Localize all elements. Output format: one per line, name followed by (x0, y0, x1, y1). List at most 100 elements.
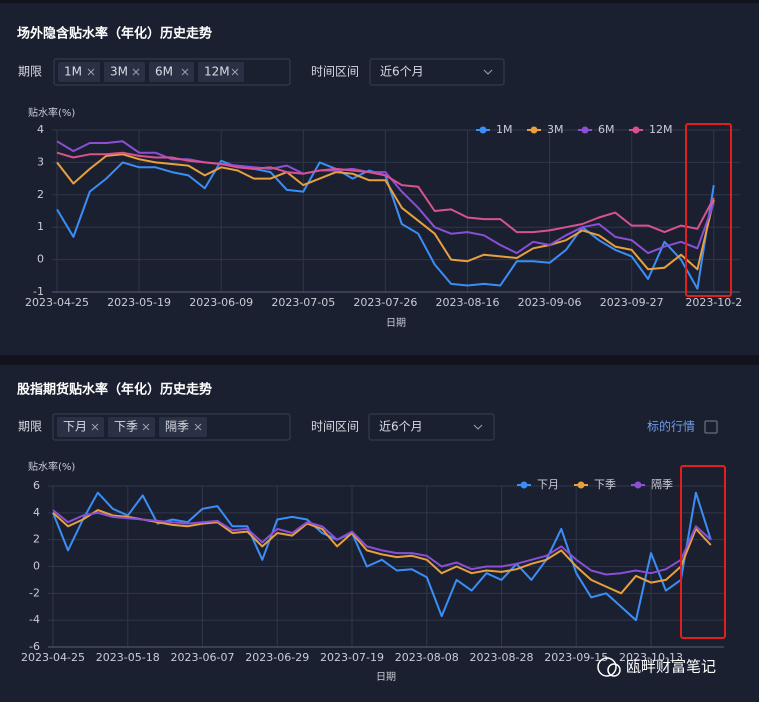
y-tick-label: 3 (37, 155, 44, 168)
highlight-box (685, 123, 732, 297)
x-tick-label: 2023-09-27 (600, 296, 664, 309)
x-tick-label: 2023-08-16 (436, 296, 500, 309)
checkbox[interactable] (704, 420, 718, 434)
y-axis-title: 贴水率(%) (28, 460, 75, 473)
legend-item[interactable]: 下月 (517, 478, 559, 491)
chart-title: 股指期货贴水率（年化）历史走势 (17, 382, 212, 398)
y-tick-label: 4 (37, 123, 44, 136)
watermark-icon (597, 657, 617, 677)
x-tick-label: 2023-08-08 (395, 651, 459, 664)
tag-label: 下季 (114, 420, 138, 434)
chart-title: 场外隐含贴水率（年化）历史走势 (17, 26, 212, 42)
y-tick-label: 0 (33, 560, 40, 573)
tag-label: 下月 (63, 420, 87, 434)
series-line (56, 153, 715, 271)
dropdown-arrow (483, 69, 493, 75)
tag[interactable]: 1M (58, 62, 100, 82)
watermark-icon (607, 663, 621, 677)
legend-marker (479, 126, 487, 134)
x-tick-label: 2023-09-06 (518, 296, 582, 309)
tag[interactable]: 隔季 (159, 417, 207, 437)
legend-item[interactable]: 12M (629, 123, 673, 136)
tag-remove[interactable] (142, 423, 150, 431)
range-select[interactable] (368, 413, 495, 441)
tag-box (58, 62, 100, 82)
y-tick-label: 2 (33, 533, 40, 546)
filter-label: 期限 (18, 65, 42, 79)
legend-label: 12M (649, 123, 673, 136)
legend-label: 6M (598, 123, 615, 136)
x-tick-label: 2023-06-07 (171, 651, 235, 664)
y-tick-label: 4 (33, 506, 40, 519)
x-tick-label: 2023-06-09 (189, 296, 253, 309)
legend-label: 1M (496, 123, 513, 136)
x-axis-title: 日期 (386, 317, 406, 329)
y-tick-label: 1 (37, 220, 44, 233)
legend-label: 下月 (537, 478, 559, 491)
tag-label: 3M (110, 65, 128, 79)
legend-marker (632, 126, 640, 134)
range-value: 近6个月 (380, 65, 424, 79)
y-tick-label: -6 (29, 640, 40, 653)
y-tick-label: 6 (33, 479, 40, 492)
tag-remove[interactable] (194, 423, 202, 431)
x-tick-label: 2023-09-15 (544, 651, 608, 664)
tag-label: 1M (64, 65, 82, 79)
tag[interactable]: 3M (104, 62, 145, 82)
series-line (52, 509, 712, 576)
filter-label: 期限 (18, 420, 42, 434)
tag-remove[interactable] (181, 68, 189, 76)
y-tick-label: 2 (37, 188, 44, 201)
tag-remove[interactable] (91, 423, 99, 431)
legend-marker (581, 126, 589, 134)
legend-label: 3M (547, 123, 564, 136)
y-tick-label: -2 (29, 586, 40, 599)
tag-label: 隔季 (165, 420, 189, 434)
tag[interactable]: 下月 (57, 417, 104, 437)
tag[interactable]: 12M (198, 62, 244, 82)
x-tick-label: 2023-05-18 (96, 651, 160, 664)
tag-box (159, 417, 207, 437)
tag[interactable]: 下季 (108, 417, 155, 437)
y-tick-label: 0 (37, 253, 44, 266)
filter-label: 时间区间 (311, 65, 359, 79)
x-tick-label: 2023-04-25 (25, 296, 89, 309)
x-tick-label: 2023-07-19 (320, 651, 384, 664)
legend-label: 隔季 (651, 478, 673, 491)
y-tick-label: -1 (33, 285, 44, 298)
tag-remove[interactable] (87, 68, 95, 76)
legend-marker (577, 481, 585, 489)
range-select[interactable] (369, 58, 505, 86)
x-tick-label: 2023-07-05 (271, 296, 335, 309)
legend-item[interactable]: 3M (527, 123, 564, 136)
tag-remove[interactable] (231, 68, 239, 76)
tag-box (57, 417, 104, 437)
series-line (56, 151, 715, 234)
x-tick-label: 2023-10-2 (685, 296, 742, 309)
x-axis-title: 日期 (376, 671, 396, 683)
x-tick-label: 2023-04-25 (21, 651, 85, 664)
tag-box (149, 62, 194, 82)
watermark: 瓯畔财富笔记 (597, 657, 716, 677)
range-value: 近6个月 (379, 420, 423, 434)
tag-label: 12M (204, 65, 230, 79)
x-tick-label: 2023-06-29 (245, 651, 309, 664)
x-tick-label: 2023-10-13 (619, 651, 683, 664)
tag-label: 6M (155, 65, 173, 79)
legend-item[interactable]: 隔季 (631, 478, 673, 491)
legend-item[interactable]: 1M (476, 123, 513, 136)
tag-box (198, 62, 244, 82)
series-line (52, 509, 712, 595)
legend-item[interactable]: 6M (578, 123, 615, 136)
market-link[interactable]: 标的行情 (647, 419, 695, 434)
tag[interactable]: 6M (149, 62, 194, 82)
highlight-box (680, 465, 726, 639)
dropdown-arrow (473, 424, 483, 430)
y-axis-title: 贴水率(%) (28, 106, 75, 119)
filter-label: 时间区间 (311, 420, 359, 434)
x-tick-label: 2023-08-28 (470, 651, 534, 664)
tag-remove[interactable] (132, 68, 140, 76)
x-tick-label: 2023-07-26 (353, 296, 417, 309)
legend-item[interactable]: 下季 (574, 478, 616, 491)
